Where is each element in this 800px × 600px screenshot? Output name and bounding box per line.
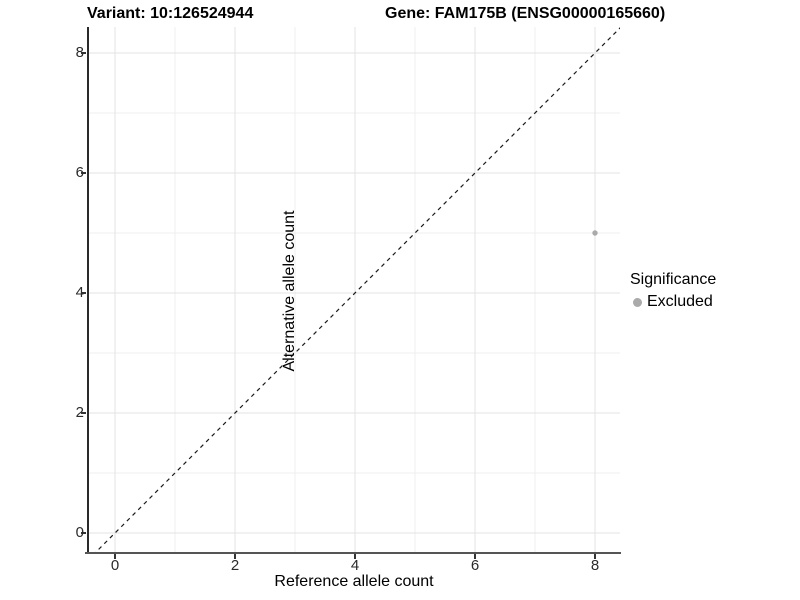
y-tick-mark <box>81 292 86 294</box>
y-tick-mark <box>81 172 86 174</box>
legend-title: Significance <box>630 271 717 288</box>
y-tick-mark <box>81 412 86 414</box>
plot-canvas <box>88 27 620 553</box>
y-axis-line <box>87 27 89 554</box>
plot-title-variant: Variant: 10:126524944 <box>87 5 254 22</box>
y-tick-label: 0 <box>75 524 84 541</box>
x-tick-mark <box>474 554 476 559</box>
x-tick-mark <box>114 554 116 559</box>
plot-title-gene: Gene: FAM175B (ENSG00000165660) <box>385 5 666 22</box>
y-tick-mark <box>81 52 86 54</box>
legend-items: Excluded <box>630 293 716 311</box>
legend-item: Excluded <box>630 293 716 311</box>
x-tick-label: 0 <box>110 557 120 574</box>
y-tick-mark <box>81 532 86 534</box>
x-tick-mark <box>354 554 356 559</box>
x-tick-label: 8 <box>590 557 600 574</box>
x-tick-label: 4 <box>350 557 360 574</box>
x-axis-line <box>85 552 621 554</box>
x-axis-title: Reference allele count <box>274 573 434 590</box>
y-tick-label: 8 <box>75 44 84 61</box>
y-tick-label: 2 <box>75 404 84 421</box>
plot-panel <box>88 27 620 553</box>
x-tick-mark <box>594 554 596 559</box>
x-tick-label: 6 <box>470 557 480 574</box>
legend: Significance Excluded <box>630 271 716 311</box>
x-tick-label: 2 <box>230 557 240 574</box>
y-tick-label: 4 <box>75 284 84 301</box>
x-tick-mark <box>234 554 236 559</box>
legend-key-dot <box>633 297 642 307</box>
y-tick-label: 6 <box>75 164 84 181</box>
legend-item-label: Excluded <box>647 293 713 310</box>
identity-line <box>94 27 620 553</box>
y-axis-title: Alternative allele count <box>281 210 298 372</box>
data-point <box>592 230 598 236</box>
